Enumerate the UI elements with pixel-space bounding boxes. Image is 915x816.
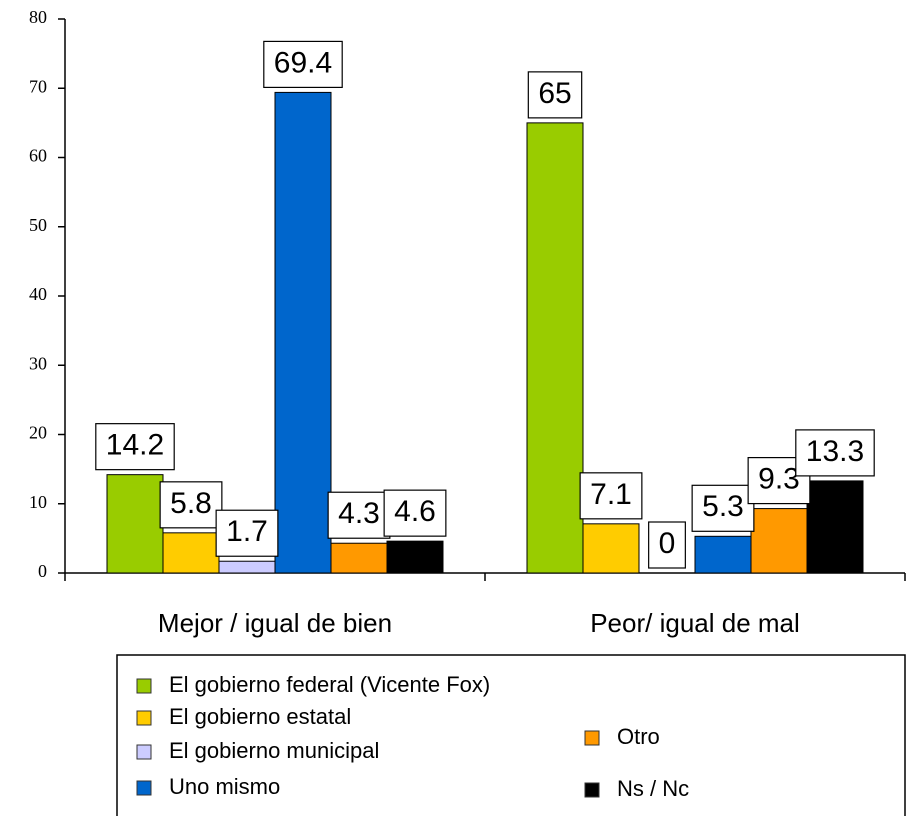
y-tick-label: 20 [29,423,47,443]
bar [106,474,164,574]
y-tick-label: 60 [29,146,47,166]
data-label-bg [795,429,875,477]
x-tick-label: Peor/ igual de mal [590,608,800,638]
data-label-bg [383,489,447,537]
bar [162,532,220,574]
data-label: 14.2 [106,429,164,462]
data-label: 1.7 [226,515,268,548]
data-label-bg [263,40,343,89]
legend-swatch [136,710,152,726]
data-label-bg [527,71,583,119]
data-label-bg [159,481,223,529]
data-label-box: 4.6 [383,489,447,537]
legend-label: El gobierno estatal [169,704,351,729]
bar [806,480,864,574]
data-label: 13.3 [806,435,864,468]
data-label: 65 [538,77,571,110]
data-label-bg [648,521,686,569]
bar [274,91,332,574]
y-tick-label: 10 [29,492,47,512]
data-label: 9.3 [758,463,800,496]
data-label-box: 5.3 [691,484,755,532]
bar [330,542,388,574]
legend-swatch [584,782,600,798]
data-label-bg [215,509,279,557]
bar [218,560,276,574]
data-label-box: 1.7 [215,509,279,557]
data-label: 0 [659,527,676,560]
legend-label: El gobierno federal (Vicente Fox) [169,672,490,697]
y-tick-label: 0 [38,561,47,581]
legend-label: Uno mismo [169,774,280,799]
y-tick-label: 40 [29,284,47,304]
data-label-box: 0 [648,521,686,569]
legend-label: Otro [617,724,660,749]
data-label-box: 4.3 [327,491,391,539]
data-label-box: 69.4 [263,40,343,89]
data-label-box: 14.2 [95,423,175,471]
bar [386,540,444,574]
data-label: 4.6 [394,495,436,528]
data-label-box: 7.1 [579,472,643,520]
y-tick-label: 80 [29,7,47,27]
data-label: 5.8 [170,487,212,520]
data-label-box: 65 [527,71,583,119]
legend-swatch [136,780,152,796]
bar [750,508,808,574]
data-label: 69.4 [274,46,332,79]
legend-swatch [584,730,600,746]
x-tick-label: Mejor / igual de bien [158,608,392,638]
data-label-box: 5.8 [159,481,223,529]
data-label-bg [579,472,643,520]
bar [526,122,584,574]
y-tick-label: 50 [29,215,47,235]
data-label: 4.3 [338,497,380,530]
data-label-bg [691,484,755,532]
data-label-box: 13.3 [795,429,875,477]
bar [694,535,752,574]
y-tick-label: 30 [29,353,47,373]
legend-label: Ns / Nc [617,776,689,801]
legend-box [116,654,906,816]
y-tick-label: 70 [29,76,47,96]
data-label: 5.3 [702,490,744,523]
bar [582,523,640,574]
legend-swatch [136,744,152,760]
legend-swatch [136,678,152,694]
data-label: 7.1 [590,478,632,511]
data-label-bg [95,423,175,471]
legend-label: El gobierno municipal [169,738,379,763]
